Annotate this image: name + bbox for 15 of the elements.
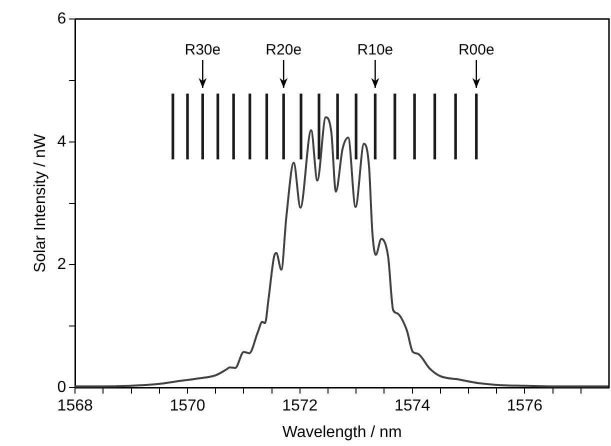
y-tick-label: 2: [57, 256, 66, 274]
annotation: R00e: [458, 42, 494, 59]
x-tick-label: 1576: [506, 398, 543, 415]
y-axis-title: Solar Intensity / nW: [32, 133, 50, 273]
x-tick-label: 1572: [282, 398, 318, 415]
annotation: R30e: [184, 42, 221, 59]
x-tick-label: 1570: [170, 398, 206, 415]
annotation: R10e: [357, 42, 394, 59]
annotation: R20e: [266, 42, 302, 59]
y-tick-label: 0: [57, 379, 66, 396]
x-tick-label: 1568: [57, 398, 93, 415]
x-tick-label: 1574: [394, 398, 430, 415]
x-axis-title: Wavelength / nm: [282, 424, 402, 441]
y-tick-label: 6: [57, 10, 66, 28]
y-tick-label: 4: [57, 133, 66, 150]
